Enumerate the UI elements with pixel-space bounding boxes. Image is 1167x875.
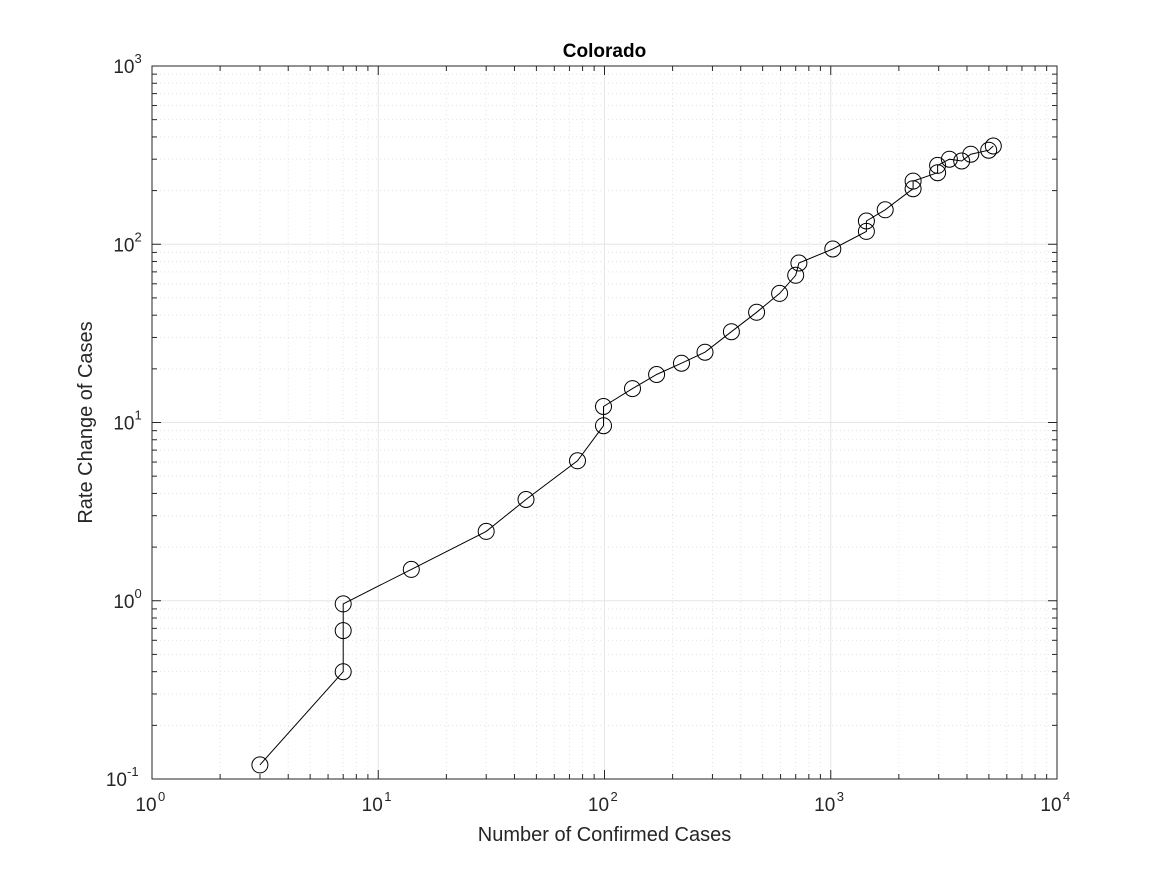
data-point <box>334 622 352 640</box>
y-tick-label-exponent: 0 <box>135 586 142 601</box>
x-tick-label: 10 <box>814 795 835 816</box>
y-tick-label: 10 <box>113 235 134 256</box>
x-tick-label-exponent: 0 <box>158 789 165 804</box>
data-point <box>904 180 922 198</box>
x-tick-label: 10 <box>1040 795 1061 816</box>
x-axis-label: Number of Confirmed Cases <box>478 824 731 846</box>
x-tick-label-exponent: 2 <box>611 789 618 804</box>
x-tick-label-exponent: 4 <box>1063 789 1070 804</box>
major-grid <box>152 66 1057 779</box>
tick-labels: 10 0 10 1 10 2 10 3 10 410 -110 010 110 210 3 <box>106 51 1070 816</box>
axes <box>151 65 1058 780</box>
data-point <box>748 303 766 321</box>
data-point <box>787 266 805 284</box>
y-tick-label-exponent: 2 <box>135 229 142 244</box>
data-point <box>940 150 958 168</box>
y-tick-label: 10 <box>113 57 134 78</box>
data-point <box>953 152 971 170</box>
chart-title: Colorado <box>563 41 646 62</box>
data-point <box>771 284 789 302</box>
data-point <box>722 323 740 341</box>
data-point <box>857 222 875 240</box>
y-tick-label-exponent: -1 <box>127 764 139 779</box>
data-point <box>477 522 495 540</box>
x-tick-label: 10 <box>362 795 383 816</box>
data-point <box>824 240 842 258</box>
data-point <box>334 595 352 613</box>
y-tick-label: 10 <box>113 592 134 613</box>
data-point <box>984 137 1002 155</box>
data-point <box>569 452 586 470</box>
data-point <box>251 756 269 774</box>
series-line <box>259 145 994 766</box>
data-point <box>857 212 875 230</box>
data-point <box>929 156 947 174</box>
y-tick-label-exponent: 3 <box>135 51 142 66</box>
y-tick-label-exponent: 1 <box>135 408 142 423</box>
data-point <box>595 398 612 415</box>
x-tick-label-exponent: 1 <box>384 789 391 804</box>
x-tick-label: 10 <box>135 795 156 816</box>
y-tick-label: 10 <box>113 414 134 435</box>
data-point <box>980 141 998 159</box>
data-point <box>402 560 420 578</box>
data-point <box>904 172 922 190</box>
x-tick-label: 10 <box>588 795 609 816</box>
data-point <box>334 663 352 681</box>
y-tick-label: 10 <box>106 770 127 791</box>
x-tick-label-exponent: 3 <box>837 789 844 804</box>
data-point <box>624 380 641 398</box>
data-point <box>876 201 894 219</box>
data-point <box>595 417 612 435</box>
data-point <box>673 354 690 372</box>
data-point <box>517 491 535 508</box>
data-point <box>790 254 808 272</box>
data-point <box>696 343 714 361</box>
data-point <box>962 145 980 163</box>
data-point <box>929 164 947 182</box>
y-axis-label: Rate Change of Cases <box>75 321 97 523</box>
data-point <box>648 366 666 383</box>
series-layer <box>251 137 1002 774</box>
